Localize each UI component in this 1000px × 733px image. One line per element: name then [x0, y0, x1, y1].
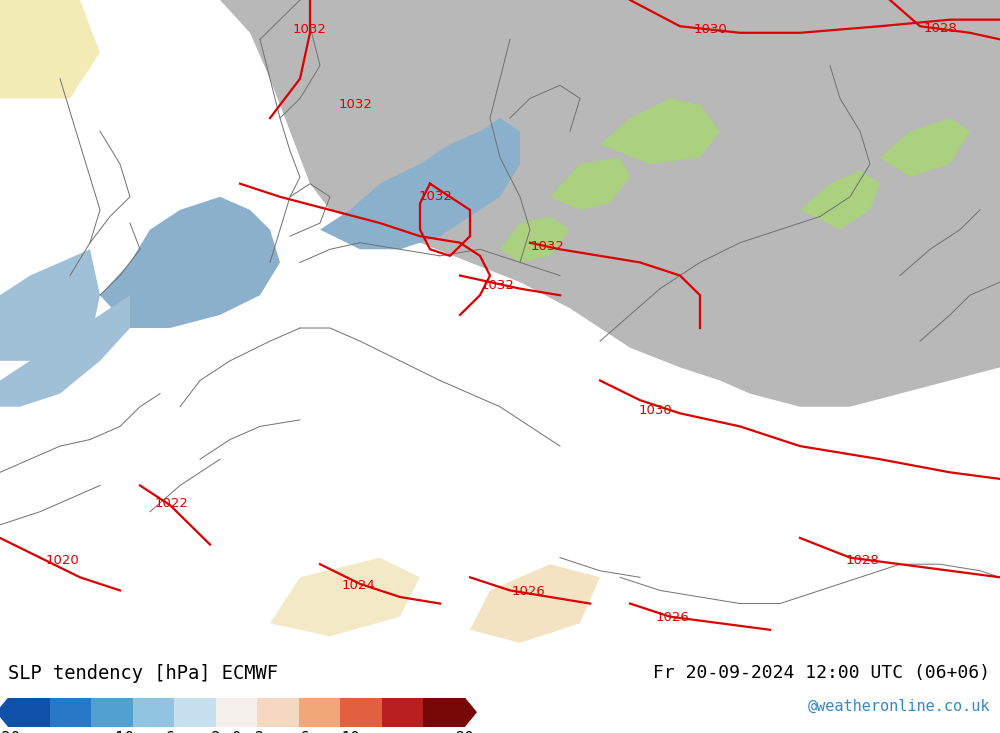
Polygon shape	[299, 698, 340, 727]
Polygon shape	[270, 558, 420, 636]
Text: 20: 20	[456, 731, 474, 733]
Polygon shape	[50, 698, 91, 727]
Text: 1020: 1020	[45, 554, 79, 567]
Polygon shape	[880, 118, 970, 177]
Polygon shape	[600, 98, 720, 164]
Polygon shape	[0, 295, 130, 407]
Polygon shape	[220, 0, 1000, 407]
Text: 10: 10	[341, 731, 360, 733]
Polygon shape	[550, 158, 630, 210]
Polygon shape	[100, 197, 280, 328]
Text: 1032: 1032	[481, 279, 515, 292]
Polygon shape	[174, 698, 216, 727]
Text: 0: 0	[232, 731, 241, 733]
Polygon shape	[0, 0, 100, 98]
Polygon shape	[465, 698, 477, 727]
Polygon shape	[423, 698, 465, 727]
Text: -2: -2	[206, 731, 221, 733]
Polygon shape	[91, 698, 133, 727]
Polygon shape	[470, 564, 600, 643]
Polygon shape	[0, 249, 100, 361]
Text: 1028: 1028	[845, 554, 879, 567]
Text: -6: -6	[161, 731, 175, 733]
Text: 1032: 1032	[418, 191, 452, 203]
Text: SLP tendency [hPa] ECMWF: SLP tendency [hPa] ECMWF	[8, 664, 278, 682]
Text: -20: -20	[0, 731, 20, 733]
Text: 1032: 1032	[531, 240, 565, 252]
Text: 1030: 1030	[638, 404, 672, 416]
Polygon shape	[320, 118, 520, 249]
Text: 2: 2	[255, 731, 264, 733]
Text: 1026: 1026	[511, 585, 545, 598]
Polygon shape	[800, 171, 880, 229]
Polygon shape	[382, 698, 423, 727]
Polygon shape	[133, 698, 174, 727]
Text: 1032: 1032	[293, 23, 327, 36]
Polygon shape	[0, 698, 8, 727]
Text: 1026: 1026	[655, 611, 689, 625]
Polygon shape	[500, 216, 570, 262]
Text: 1030: 1030	[693, 23, 727, 36]
Text: 1028: 1028	[923, 23, 957, 35]
Text: @weatheronline.co.uk: @weatheronline.co.uk	[808, 699, 990, 713]
Text: 6: 6	[300, 731, 310, 733]
Text: 1032: 1032	[338, 98, 372, 111]
Text: 1024: 1024	[341, 578, 375, 592]
Polygon shape	[257, 698, 299, 727]
Text: Fr 20-09-2024 12:00 UTC (06+06): Fr 20-09-2024 12:00 UTC (06+06)	[653, 664, 990, 682]
Text: -10: -10	[110, 731, 134, 733]
Polygon shape	[216, 698, 257, 727]
Text: 1022: 1022	[155, 497, 189, 510]
Polygon shape	[8, 698, 50, 727]
Polygon shape	[340, 698, 382, 727]
